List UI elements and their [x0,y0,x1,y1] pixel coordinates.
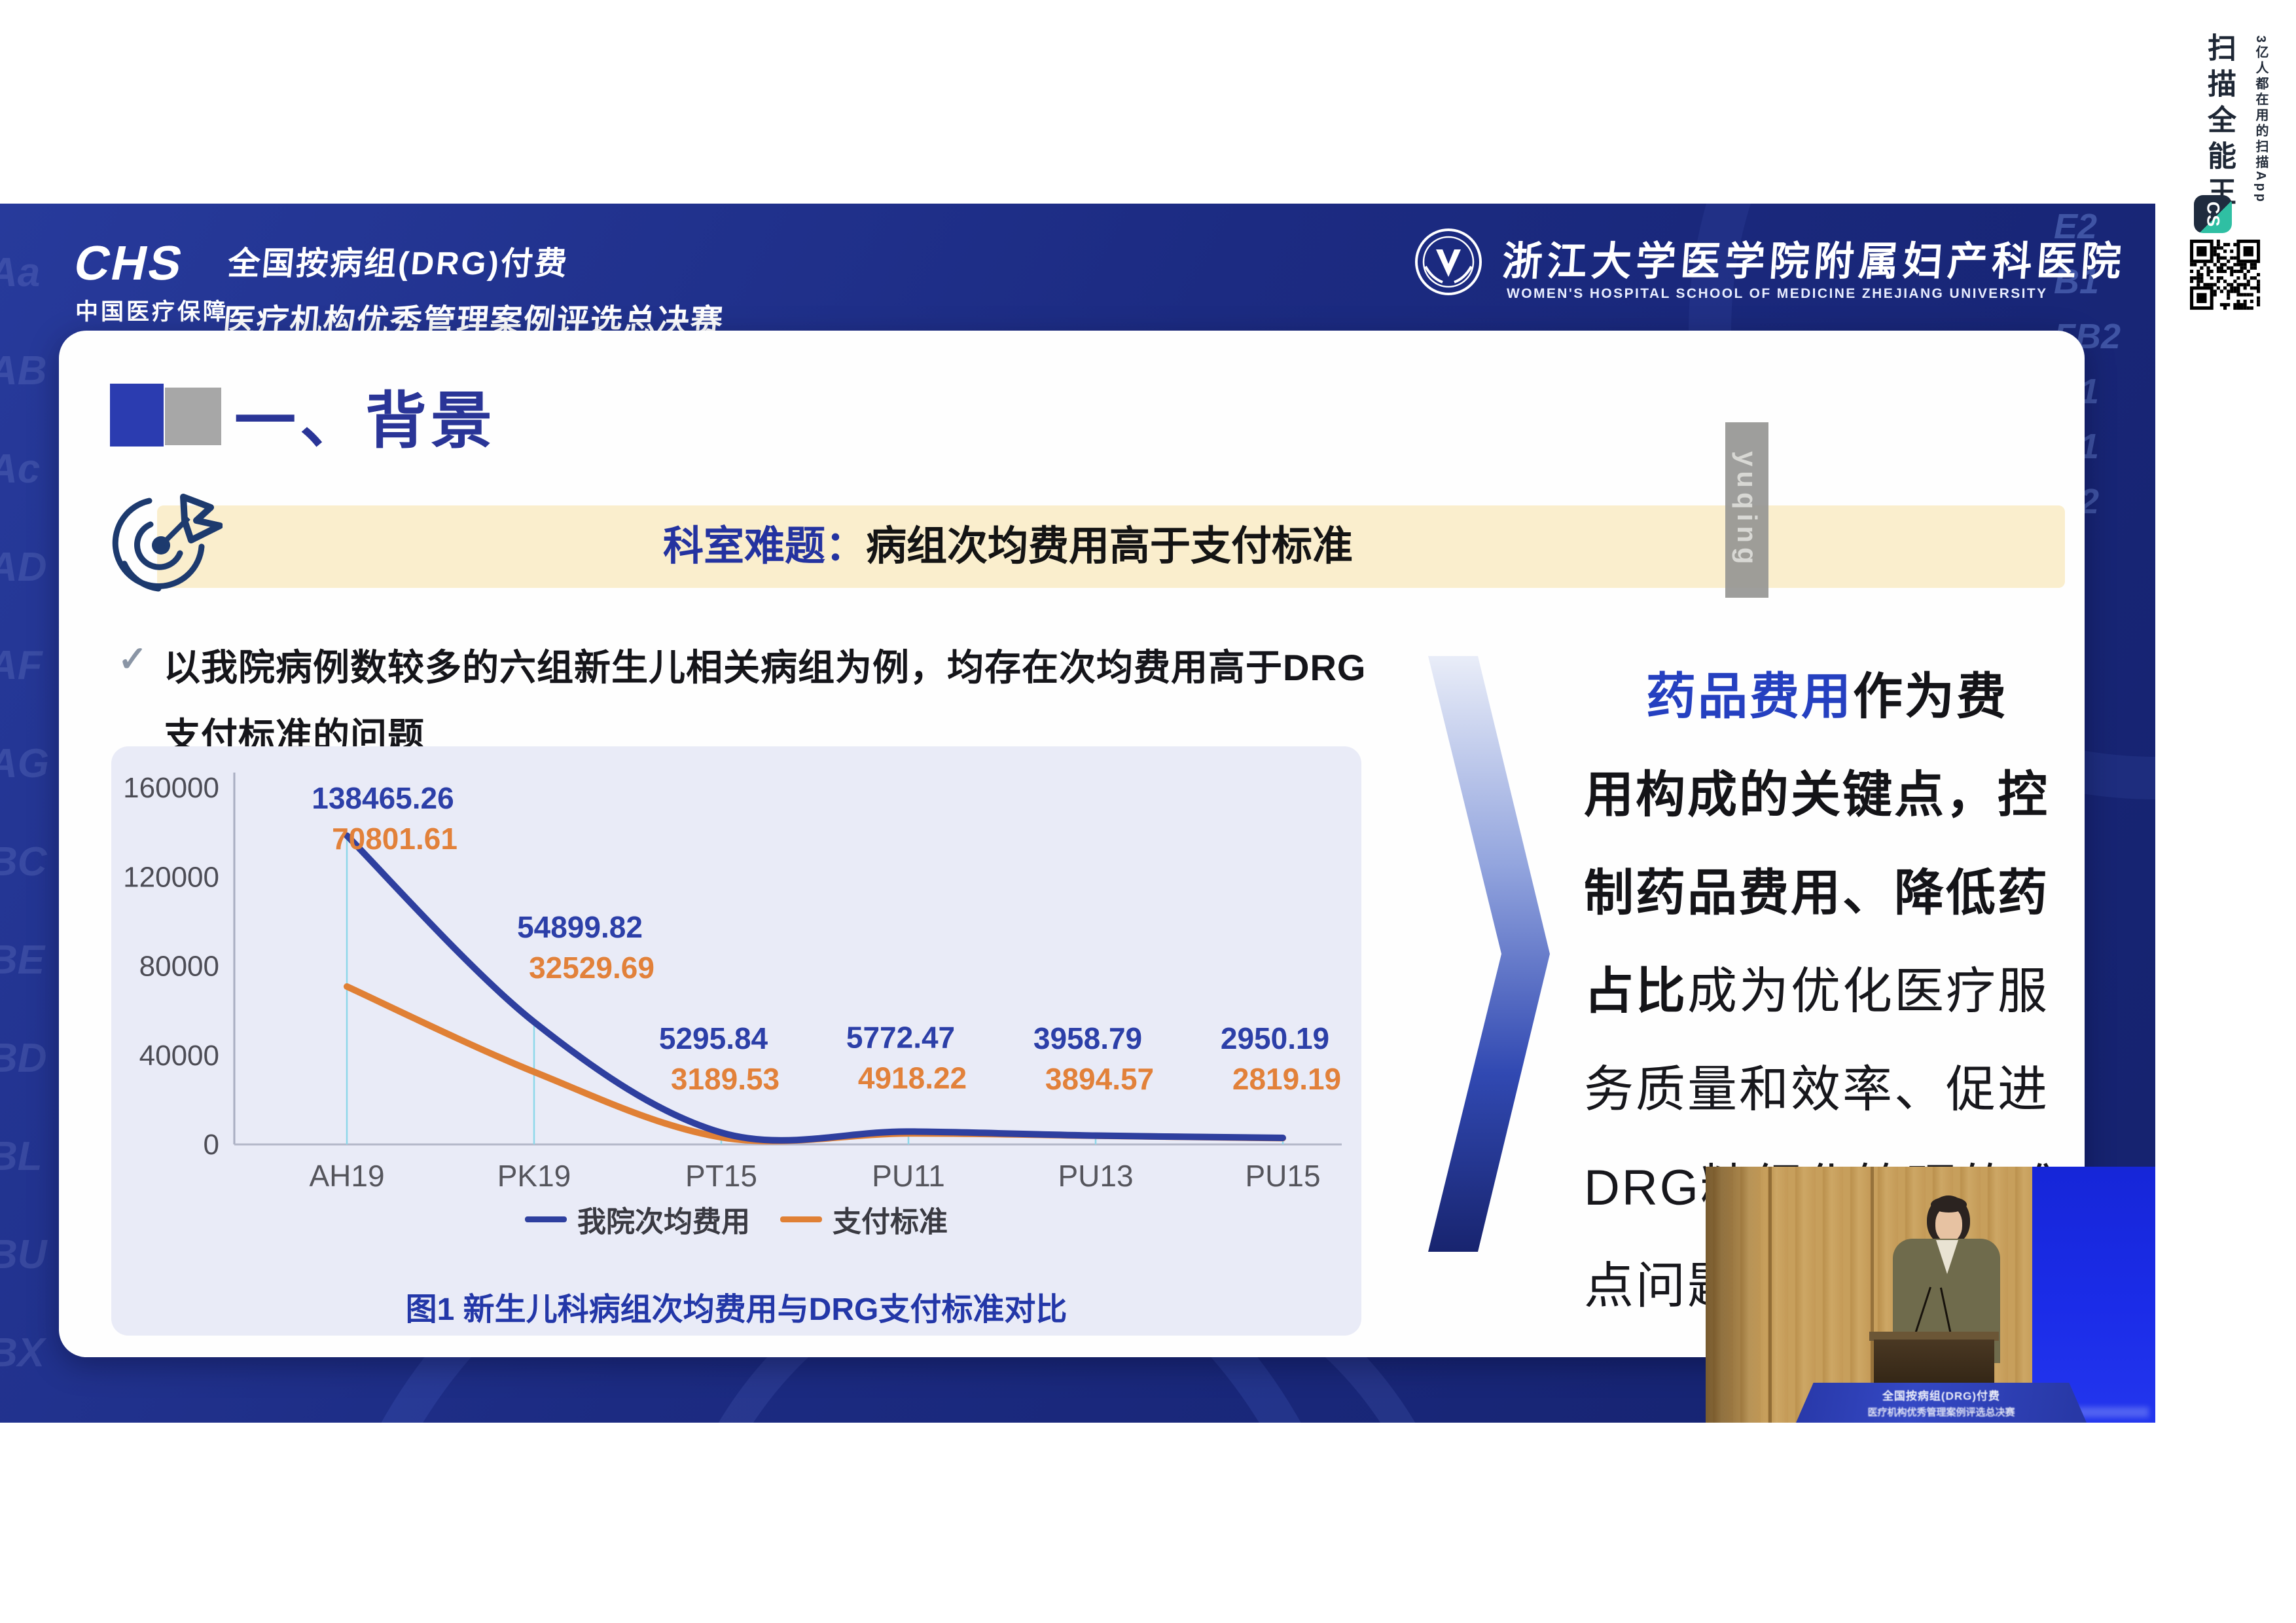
data-label-hospital-cost: 138465.26 [312,781,454,815]
bullet-line1: 以我院病例数较多的六组新生儿相关病组为例，均存在次均费用高于DRG [164,647,1367,688]
drg-code-watermark: Aa [0,250,41,295]
heading-marker-gray [165,388,221,445]
key-point-line: 药品费用作为费 [1646,669,2008,725]
data-label-hospital-cost: 2950.19 [1221,1021,1329,1055]
series-line-hospital-cost [344,832,1286,1144]
drg-code-watermark: BX [0,1330,45,1376]
legend-dash-icon [525,1216,567,1222]
drg-code-watermark: BE [0,938,45,983]
event-title: 全国按病组(DRG)付费 医疗机构优秀管理案例评选总决赛 [221,238,731,342]
hospital-emblem [1414,227,1483,297]
key-point-line: 占比成为优化医疗服 [1584,964,2049,1019]
podium [1874,1340,1994,1387]
data-label-payment-standard: 2819.19 [1232,1062,1341,1096]
legend-item: 我院次均费用 [525,1198,750,1240]
chart-caption: 图1 新生儿科病组次均费用与DRG支付标准对比 [405,1292,1067,1327]
hospital-name-cn: 浙江大学医学院附属妇产科医院 [1501,240,2127,284]
y-tick-label: 40000 [139,1040,219,1072]
drg-code-watermark: AG [0,741,49,786]
camscanner-tagline: 3亿人都在用的扫描App [2253,35,2268,204]
hospital-name-en: WOMEN'S HOSPITAL SCHOOL OF MEDICINE ZHEJ… [1507,286,2048,301]
topic-banner-text: 科室难题：病组次均费用高于支付标准 [157,505,1859,588]
y-tick-label: 80000 [139,951,219,983]
chart-panel: 160000 120000 80000 40000 0 138465.26 70801.61… [111,746,1361,1336]
legend-dash-icon [780,1216,822,1222]
camscanner-app-name: 扫描全能王 [2203,33,2235,213]
data-label-hospital-cost: 54899.82 [517,910,643,944]
x-tick-label: PK19 [497,1159,571,1193]
key-point-line: 制药品费用、降低药 [1584,866,2049,921]
yuqing-watermark: yuqing [1725,422,1768,598]
key-point-line: 用构成的关键点，控 [1584,767,2049,823]
x-tick-label: PU13 [1058,1159,1133,1193]
heading-marker-blue [110,384,164,447]
data-label-hospital-cost: 5772.47 [846,1020,955,1054]
drg-code-watermark: AD [0,545,47,590]
data-label-payment-standard: 3894.57 [1045,1062,1154,1096]
y-tick-label: 160000 [123,772,219,804]
qr-code [2190,240,2263,314]
presenter-face [1935,1207,1962,1242]
event-title-line1: 全国按病组(DRG)付费 [226,246,571,282]
x-tick-label: PU11 [872,1159,945,1193]
chs-logo-name-cn: 中国医疗保障 [75,299,229,325]
podium-banner: 全国按病组(DRG)付费 医疗机构优秀管理案例评选总决赛 [1796,1383,2087,1423]
legend-item: 支付标准 [780,1198,948,1240]
wood-seam [1768,1167,1772,1423]
drg-code-watermark: AB [0,348,47,393]
podium-banner-line2: 医疗机构优秀管理案例评选总决赛 [1867,1407,2015,1418]
data-label-payment-standard: 4918.22 [858,1061,967,1095]
y-tick-label: 120000 [123,861,219,893]
data-label-payment-standard: 3189.53 [671,1062,780,1096]
x-tick-label: PU15 [1245,1159,1320,1193]
y-tick-label: 0 [204,1129,219,1161]
wood-seam [1871,1167,1874,1423]
chart-legend: 我院次均费用 支付标准 [111,1198,1361,1240]
section-heading: 一、背景 [234,386,497,455]
bullet-checkmark: ✓ [118,640,148,679]
drg-code-watermark: BL [0,1134,43,1179]
x-tick-label: AH19 [309,1159,384,1193]
camscanner-logo-icon: CS [2194,195,2232,233]
presenter-video-overlay[interactable]: 全国按病组(DRG)付费 医疗机构优秀管理案例评选总决赛 [1706,1167,2155,1423]
topic-banner-body: 病组次均费用高于支付标准 [866,524,1354,569]
line-chart: 160000 120000 80000 40000 0 138465.26 70801.61… [123,772,1342,1193]
drg-code-watermark: BD [0,1036,47,1081]
target-dart-icon [98,480,223,604]
drg-code-watermark: BC [0,839,47,884]
legend-label: 支付标准 [833,1206,948,1238]
data-label-payment-standard: 70801.61 [332,822,457,856]
drg-code-watermark: AF [0,643,43,688]
data-label-hospital-cost: 5295.84 [659,1021,768,1055]
stage-screen [2032,1167,2155,1423]
podium-banner-line1: 全国按病组(DRG)付费 [1882,1390,2001,1402]
podium-top [1869,1332,1999,1341]
video-shadow [1706,1167,1765,1423]
drg-code-watermark: BU [0,1232,47,1277]
data-label-payment-standard: 32529.69 [529,951,655,985]
data-label-hospital-cost: 3958.79 [1033,1021,1142,1055]
key-point-line: 务质量和效率、促进 [1584,1062,2049,1118]
legend-label: 我院次均费用 [577,1206,750,1238]
drg-code-watermark: Ac [0,447,41,492]
chevron-arrow-icon [1420,648,1554,1264]
topic-banner-prefix: 科室难题： [662,524,866,569]
presenter-hair-fringe [1931,1197,1967,1213]
x-tick-label: PT15 [685,1159,757,1193]
drg-code-watermark: B1 [2054,262,2100,301]
drg-code-watermark: E2 [2054,207,2098,246]
